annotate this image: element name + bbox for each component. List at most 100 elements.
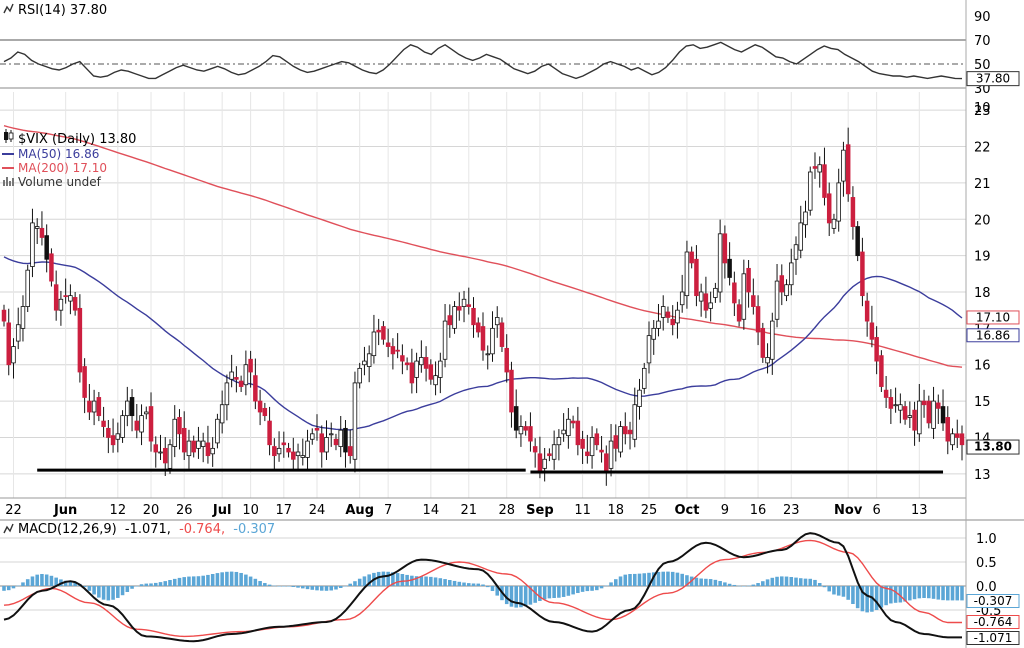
candle-up [210, 437, 215, 467]
candle-body [736, 304, 742, 322]
candle-body [219, 404, 225, 424]
macd-gridlines [0, 537, 966, 611]
candle-down [879, 350, 884, 392]
candle-up [158, 434, 163, 460]
macd-histogram [2, 571, 964, 613]
macd-signal-badge: -0.764 [966, 615, 1020, 629]
candle-body [181, 427, 187, 453]
macd-hist-bar [519, 586, 523, 608]
candle-up [357, 362, 362, 389]
macd-hist-bar [73, 581, 77, 586]
candle-body [39, 227, 45, 238]
date-tick-label: Aug [345, 503, 374, 518]
macd-hist-bar [789, 577, 794, 586]
candle-body [879, 355, 884, 387]
candle-body [789, 262, 794, 286]
chart-line-icon [3, 3, 14, 14]
candle-body [357, 367, 362, 384]
candle-down [604, 445, 609, 486]
candle-body [717, 233, 723, 293]
macd-hist-bar [490, 586, 495, 592]
candle-body [537, 453, 543, 471]
candle-up [898, 393, 903, 424]
candle-body [186, 440, 192, 457]
candle-up [518, 415, 524, 447]
macd-hist-bar [163, 581, 168, 586]
macd-hist-bar [21, 582, 25, 586]
date-tick-label: 11 [574, 503, 591, 518]
candle-down [385, 328, 391, 358]
candle-body [504, 347, 509, 373]
candle-body [547, 453, 552, 457]
macd-hist-bar [116, 586, 120, 598]
candle-down [523, 421, 528, 436]
candle-down [1, 304, 7, 327]
candle-body [409, 362, 415, 384]
macd-hist-bar [130, 586, 134, 589]
candle-body [798, 222, 804, 251]
candle-body [831, 218, 837, 229]
macd-hist-bar [419, 576, 424, 586]
macd-hist-bar [865, 586, 869, 613]
candle-down [44, 224, 49, 273]
candle-up [551, 430, 557, 470]
macd-hist-bar [746, 585, 751, 587]
candle-down [580, 430, 585, 464]
candle-body [110, 435, 116, 446]
candle-body [860, 251, 865, 297]
candle-body [793, 244, 799, 260]
candle-body [1, 309, 7, 322]
candle-body [561, 429, 566, 435]
price-tick-label: 19 [974, 250, 991, 265]
macd-hist-bar [599, 586, 604, 589]
macd-hist-bar [528, 586, 533, 605]
candle-down [96, 392, 102, 422]
candle-body [708, 302, 713, 309]
candle-up [438, 352, 443, 394]
macd-hist-bar [775, 576, 779, 586]
macd-hist-bar [922, 586, 926, 598]
candle-body [869, 322, 875, 340]
macd-hist-bar [675, 572, 680, 586]
candle-down [314, 414, 320, 441]
date-tick-label: 6 [872, 503, 880, 518]
candle-body [400, 355, 405, 362]
ma200-badge: 17.10 [966, 310, 1020, 325]
candle-down [257, 389, 263, 426]
candle-body [660, 306, 666, 318]
candle-body [305, 440, 310, 458]
macd-hist-bar [917, 586, 922, 599]
candle-up [789, 248, 794, 296]
candle-body [955, 433, 960, 438]
candle-down [262, 402, 268, 422]
candle-up [305, 429, 310, 471]
chart-line-icon [3, 523, 14, 534]
candle-body [855, 226, 860, 257]
candle-body [457, 306, 462, 311]
macd-hist-bar [846, 586, 850, 600]
candle-body [15, 324, 21, 342]
candle-down [528, 412, 533, 452]
rsi-tick-label: 70 [974, 34, 991, 49]
candle-down [181, 411, 187, 460]
macd-hist-bar [315, 586, 319, 591]
candle-body [291, 451, 296, 460]
candle-down [177, 409, 182, 450]
macd-hist-bar [457, 581, 462, 586]
candle-up [679, 274, 685, 313]
macd-hist-bar [291, 586, 296, 587]
macd-hist-bar [448, 580, 452, 586]
macd-hist-bar [590, 586, 594, 591]
macd-hist-bar [248, 576, 253, 586]
candle-up [186, 429, 192, 469]
macd-hist-bar [30, 576, 35, 586]
candle-body [210, 447, 215, 455]
candle-body [139, 415, 144, 433]
candle-up [243, 350, 249, 396]
price-panel: 102322212019181716151413 17.10 16.86 13.… [0, 92, 1020, 498]
candle-body [295, 451, 301, 457]
rsi-legend: RSI(14) 37.80 [3, 3, 107, 18]
date-tick-label: 16 [750, 503, 767, 518]
candle-up [125, 386, 130, 427]
